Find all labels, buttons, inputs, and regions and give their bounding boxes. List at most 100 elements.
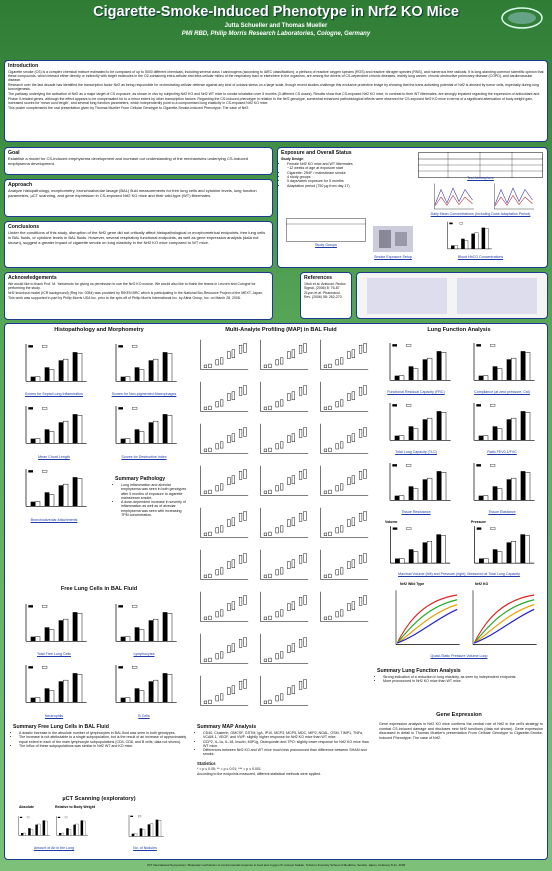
conclusions-box: Conclusions Under the conditions of this… <box>4 221 273 268</box>
chart <box>467 460 537 508</box>
chart <box>467 524 537 570</box>
caption: Scores for Septal Lung Inflammation <box>24 392 84 396</box>
section-title: Multi-Analyte Profiling (MAP) in BAL Flu… <box>225 327 337 333</box>
list-item: CD40, Clusterin, GMCSF, GSTM, IgA, IP10,… <box>203 731 369 740</box>
section-title: Lung Function Analysis <box>427 327 491 333</box>
caption: B Cells <box>138 714 150 718</box>
section-title: µCT Scanning (exploratory) <box>62 796 136 802</box>
poster-title: Cigarette-Smoke-Induced Phenotype in Nrf… <box>93 4 459 20</box>
chart <box>315 590 371 626</box>
list-item: Strong indication of a reduction in lung… <box>383 675 543 679</box>
approach-box: Approach Analyze histopathology, morphom… <box>4 179 273 217</box>
paragraph: This work was supported in part by Phili… <box>8 296 241 301</box>
introduction-box: Introduction Cigarette smoke (CS) is a c… <box>4 60 548 142</box>
chart <box>195 632 251 668</box>
list-item: GCP2, IL-1α, IL-18, Insulin, MIP1g, Oste… <box>203 740 369 749</box>
paragraph: Cigarette smoke (CS) is a complex chemic… <box>8 70 544 83</box>
list-item: Female Nrf2 KO mice and WT littermates <box>287 162 407 166</box>
chart <box>383 340 453 388</box>
acknowledgements-box: Acknowledgements We would like to thank … <box>4 272 273 320</box>
chart <box>109 402 179 452</box>
caption: Neutrophils <box>44 714 64 718</box>
caption: Blood HbCO Concentrations <box>457 255 504 259</box>
statistics-text: * = p ≤ 0.05; ** = p ≤ 0.01; *** = p ≤ 0… <box>197 766 262 771</box>
list-item: The influx of these subpopulations was s… <box>19 744 189 748</box>
statistics-text: According to the endpoints measured, dif… <box>197 771 322 776</box>
image <box>367 278 537 314</box>
chart <box>383 460 453 508</box>
caption: Total Free Lung Cells <box>37 652 71 656</box>
list-item: ~12 weeks of age at exposure start <box>287 166 344 171</box>
caption: Maximal Volume (left) and Pressure (righ… <box>398 572 520 576</box>
references-box: References 1Itoh et al. Antioxid. Redox … <box>300 272 352 319</box>
section-title: Conclusions <box>8 224 40 230</box>
caption: Tissue Elastance <box>488 510 516 514</box>
chart <box>315 422 371 458</box>
caption: Ratio FEV0.1/FVC <box>487 450 517 454</box>
paragraph: Nrf2 knockout model (ICR background) (Re… <box>8 291 264 296</box>
list-item: Lung inflammation and alveolar emphysema… <box>121 483 189 500</box>
caption: Tissue Resistance <box>401 510 431 514</box>
chart <box>255 674 311 710</box>
image-box <box>356 272 548 319</box>
section-title: Histopathology and Morphometry <box>54 327 144 333</box>
caption: Smoke Exposure Setup <box>374 255 412 259</box>
chart <box>315 338 371 374</box>
chart <box>467 587 539 651</box>
caption: Compliance (at zero pressure, Cst) <box>474 390 530 394</box>
panel-title: Nrf2 KO <box>475 582 489 586</box>
section-title: Introduction <box>8 63 39 69</box>
section-title: Gene Expression <box>436 712 482 718</box>
map-grid <box>195 338 371 720</box>
statistics-title: Statistics <box>197 760 216 766</box>
summary-pathology: Summary Pathology Lung inflammation and … <box>115 476 189 517</box>
table-figure <box>418 152 543 178</box>
exposure-box: Exposure and Overall Status Study Design… <box>277 147 548 268</box>
chart <box>109 600 179 650</box>
list-item: More pronounced in Nrf2 KO mice than WT … <box>383 679 543 683</box>
section-title: References <box>304 275 332 281</box>
section-title: Free Lung Cells in BAL Fluid <box>60 586 138 592</box>
results-box: Histopathology and Morphometry Scores fo… <box>4 323 548 860</box>
authors: Jutta Schueller and Thomas Mueller <box>224 23 328 29</box>
list-item: 5 days/week exposure for 5 months <box>287 179 407 183</box>
chart <box>53 810 89 844</box>
table-figure <box>286 218 366 242</box>
chart <box>315 380 371 416</box>
chart <box>195 590 251 626</box>
panel-title: Relative to Body Weight <box>55 805 95 809</box>
paragraph: Analyze histopathology, morphometry, bro… <box>8 188 257 198</box>
subtitle: Study Design <box>281 157 304 161</box>
caption: Bronchoalveolar Attachments <box>30 518 78 522</box>
list-item: 4 study groups <box>287 175 407 179</box>
list-item: A dose-dependent increase in severity of… <box>121 500 189 517</box>
chart <box>19 600 89 650</box>
footer: JST International Symposium: Molecular m… <box>146 863 406 867</box>
chart <box>109 661 179 711</box>
chart <box>15 810 51 844</box>
chart <box>19 661 89 711</box>
chart <box>255 506 311 542</box>
list-item: A drastic increase in the absolute numbe… <box>19 731 189 735</box>
reference: 1Itoh et al. Antioxid. Redox Signal. (20… <box>304 282 346 291</box>
summary-title: Summary MAP Analysis <box>197 724 257 730</box>
chart <box>195 338 251 374</box>
summary-map: Summary MAP Analysis CD40, Clusterin, GM… <box>197 724 369 777</box>
caption: Functional Residual Capacity (FRC) <box>387 390 445 394</box>
caption: Test Atmosphere <box>467 176 494 180</box>
chart <box>195 548 251 584</box>
chart <box>315 464 371 500</box>
chart <box>255 590 311 626</box>
chart <box>467 340 537 388</box>
chart <box>19 402 89 452</box>
summary-title: Summary Free Lung Cells in BAL Fluid <box>13 724 109 730</box>
chart <box>255 632 311 668</box>
chart <box>438 220 498 254</box>
list-item: The increase is not attributable to a si… <box>19 735 189 744</box>
summary-title: Summary Lung Function Analysis <box>377 668 461 674</box>
summary-lung-function: Summary Lung Function Analysis Strong in… <box>377 668 543 684</box>
section-title: Goal <box>8 150 20 156</box>
caption: Daily Mean Concentrations (Including Dos… <box>430 212 531 216</box>
list-item: Differences between Nrf2 KO and WT mice … <box>203 748 369 757</box>
chart <box>383 524 453 570</box>
